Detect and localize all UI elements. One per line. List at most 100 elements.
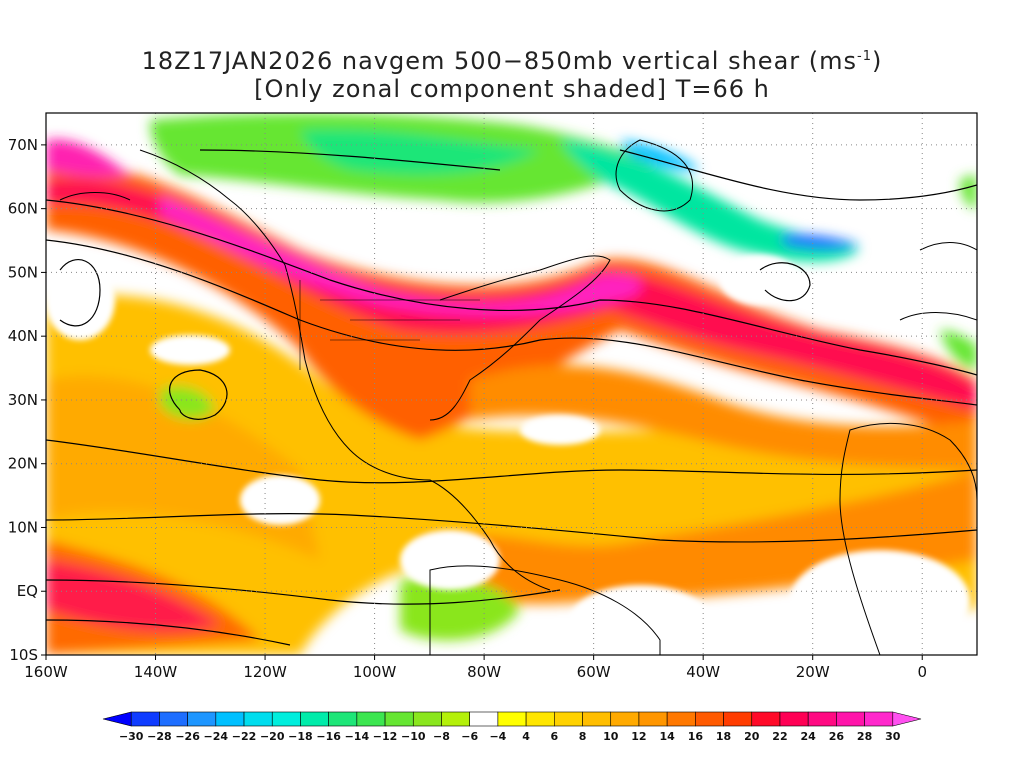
colorbar-label: −10: [401, 730, 426, 743]
colorbar-label: −8: [433, 730, 450, 743]
lat-label: 40N: [8, 327, 38, 345]
map-frame: [46, 113, 977, 655]
lat-label: EQ: [17, 582, 38, 600]
coast-north-america-east: [429, 255, 611, 421]
colorbar-swatch: [384, 711, 414, 727]
streamline-canada: [199, 149, 501, 171]
colorbar-swatch: [610, 711, 640, 727]
shade-iberia-negative: [940, 330, 977, 370]
colorbar-label: −30: [119, 730, 144, 743]
lat-label: 10N: [8, 518, 38, 536]
lon-label: 160W: [24, 663, 68, 681]
colorbar-swatch: [497, 711, 527, 727]
title-line1-prefix: 18Z17JAN2026 navgem 500−850mb vertical s…: [141, 47, 858, 75]
colorbar-label: 10: [603, 730, 619, 743]
colorbar-label: −24: [204, 730, 229, 743]
streamline-tropics-2: [46, 579, 561, 605]
colorbar-label: 8: [579, 730, 587, 743]
lon-label: 120W: [243, 663, 287, 681]
colorbar-label: 20: [744, 730, 760, 743]
lat-label: 10S: [9, 646, 38, 664]
colorbar-swatch: [412, 711, 442, 727]
streamline-pacific-circulation: [169, 369, 228, 420]
colorbar-label: 18: [716, 730, 731, 743]
colorbar-label: −22: [232, 730, 257, 743]
streamline-north-atlantic-circulation: [759, 262, 811, 302]
shade-alaska-max: [46, 139, 130, 178]
colorbar-swatch: [582, 711, 612, 727]
colorbar-label: 12: [631, 730, 646, 743]
title-line1-suffix: ): [872, 47, 883, 75]
lon-label: 100W: [353, 663, 397, 681]
lon-label: 40W: [686, 663, 720, 681]
colorbar-label: −28: [147, 730, 172, 743]
lat-label: 30N: [8, 391, 38, 409]
lat-label: 70N: [8, 136, 38, 154]
gridlines: [46, 113, 977, 655]
streamline-tropics-1: [46, 513, 977, 543]
colorbar-swatch: [159, 711, 188, 727]
colorbar-swatch: [441, 711, 470, 727]
colorbar-swatch: [723, 711, 753, 727]
shade-pacific-negative: [160, 386, 215, 420]
coast-europe: [899, 242, 977, 321]
colorbar-label: −18: [288, 730, 313, 743]
colorbar-label: 28: [857, 730, 872, 743]
lat-label: 20N: [8, 455, 38, 473]
zero-region-north-atlantic: [720, 255, 800, 305]
colorbar-label: 26: [829, 730, 845, 743]
streamlines: [46, 149, 977, 646]
colorbar: [102, 711, 922, 727]
lon-label: 60W: [577, 663, 611, 681]
colorbar-label: −4: [489, 730, 506, 743]
colorbar-labels: −30 −28 −26 −24 −22 −20 −18 −16 −14 −12 −10 −8 −6 −4 4…: [119, 730, 901, 743]
lon-label: 20W: [796, 663, 830, 681]
coast-south-america: [429, 565, 661, 655]
shade-greenland-negative: [560, 140, 860, 262]
streamline-jet-1: [46, 199, 977, 376]
colorbar-label: −16: [316, 730, 341, 743]
colorbar-swatch: [666, 711, 696, 727]
coastlines: [59, 139, 977, 655]
colorbar-label: 24: [801, 730, 817, 743]
coast-north-america-west: [139, 149, 551, 591]
zero-region-brazil: [570, 585, 710, 655]
colorbar-label: 22: [772, 730, 787, 743]
plot-title-line1: 18Z17JAN2026 navgem 500−850mb vertical s…: [0, 47, 1024, 75]
colorbar-label: −14: [345, 730, 370, 743]
shade-europe-negative: [960, 175, 977, 210]
colorbar-swatch: [525, 711, 555, 727]
coast-africa: [839, 423, 977, 655]
latitude-labels: 70N 60N 50N 40N 30N 20N 10N EQ 10S: [8, 136, 46, 664]
colorbar-label: 4: [522, 730, 530, 743]
shade-canada-negative-core: [300, 129, 540, 175]
colorbar-swatch: [130, 711, 160, 727]
colorbar-label: 30: [885, 730, 901, 743]
colorbar-swatch: [300, 711, 329, 727]
colorbar-label: −26: [175, 730, 200, 743]
colorbar-label: −12: [373, 730, 398, 743]
shade-equatorial-jet: [46, 560, 220, 632]
colorbar-swatch: [469, 711, 499, 727]
colorbar-label: −6: [461, 730, 478, 743]
coast-greenland: [615, 139, 694, 212]
colorbar-swatch: [328, 711, 358, 727]
colorbar-label: −20: [260, 730, 285, 743]
colorbar-label: 6: [550, 730, 558, 743]
longitude-labels: 160W 140W 120W 100W 80W 60W 40W 20W 0: [24, 655, 927, 681]
zero-region-nw-pacific: [46, 260, 115, 340]
zero-region-central-america: [400, 530, 500, 590]
streamline-jet-2: [46, 239, 977, 406]
state-boundaries: [299, 280, 480, 370]
colorbar-swatch: [807, 711, 837, 727]
zero-region-caribbean: [520, 415, 600, 445]
colorbar-swatch: [243, 711, 273, 727]
lon-label: 0: [917, 663, 927, 681]
zero-region-africa: [790, 550, 970, 650]
zero-region-mexico: [240, 475, 320, 525]
streamline-arctic: [619, 149, 977, 201]
map-border: [45, 112, 978, 656]
zero-region-pacific-high: [150, 335, 230, 365]
colorbar-swatch: [215, 711, 245, 727]
shade-north-atlantic-strong-negative: [780, 234, 860, 250]
